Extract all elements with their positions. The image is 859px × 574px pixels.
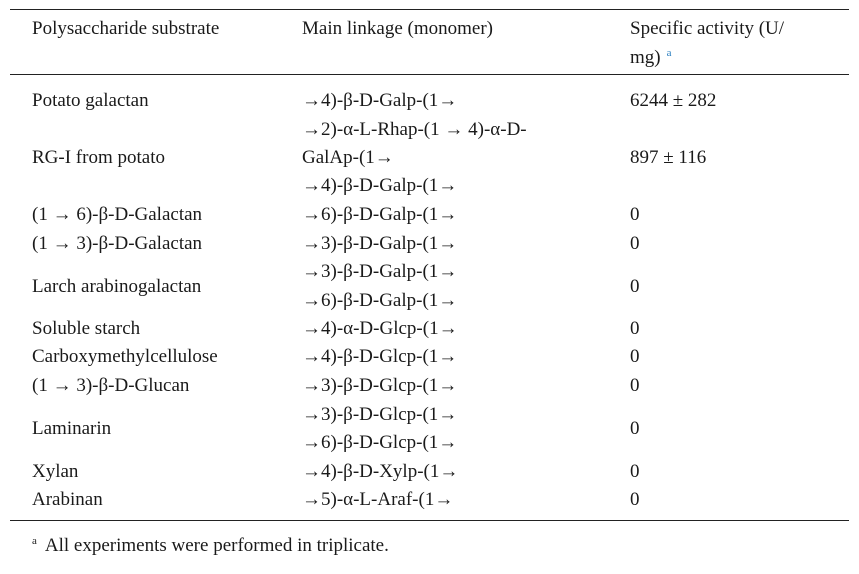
header-substrate: Polysaccharide substrate: [32, 18, 220, 39]
row-activity: 0: [630, 375, 640, 396]
row-activity: 0: [630, 418, 640, 439]
row-activity: 0: [630, 346, 640, 367]
row-linkage: →6)-β-D-Galp-(1→: [302, 290, 458, 311]
row-substrate: Xylan: [32, 461, 79, 482]
row-linkage: →4)-β-D-Glcp-(1→: [302, 346, 458, 367]
header-linkage: Main linkage (monomer): [302, 18, 494, 39]
row-activity: 0: [630, 204, 640, 225]
row-substrate: Laminarin: [32, 418, 112, 439]
header-activity-unit: mg): [630, 47, 661, 68]
row-substrate: RG-I from potato: [32, 147, 165, 168]
footnote-text: All experiments were performed in tripli…: [44, 535, 389, 556]
row-activity: 897 ± 116: [630, 147, 707, 168]
header-activity-line1: Specific activity (U/: [630, 18, 785, 39]
row-linkage: →3)-β-D-Galp-(1→: [302, 261, 458, 282]
row-activity: 0: [630, 318, 640, 339]
row-linkage: →5)-α-L-Araf-(1→: [302, 489, 454, 510]
row-substrate: (1 → 3)-β-D-Glucan: [32, 375, 190, 396]
row-substrate: Arabinan: [32, 489, 103, 510]
row-substrate: Soluble starch: [32, 318, 141, 339]
row-activity: 0: [630, 461, 640, 482]
bottom-rule: [10, 520, 849, 521]
row-substrate: (1 → 3)-β-D-Galactan: [32, 233, 203, 254]
row-linkage: →3)-β-D-Galp-(1→: [302, 233, 458, 254]
row-substrate: Carboxymethylcellulose: [32, 346, 218, 367]
row-activity: 0: [630, 276, 640, 297]
top-rule: [10, 9, 849, 10]
row-linkage: →2)-α-L-Rhap-(1 → 4)-α-D-: [302, 119, 527, 140]
table-footnote: a All experiments were performed in tripl…: [32, 532, 389, 560]
header-activity-line2: mg) a: [630, 46, 672, 70]
row-linkage: →6)-β-D-Galp-(1→: [302, 204, 458, 225]
row-linkage: →4)-β-D-Galp-(1→: [302, 175, 458, 196]
row-substrate: (1 → 6)-β-D-Galactan: [32, 204, 203, 225]
footnote-mark: a: [32, 534, 37, 547]
row-activity: 6244 ± 282: [630, 90, 717, 111]
row-linkage: →3)-β-D-Glcp-(1→: [302, 375, 458, 396]
row-linkage: GalAp-(1→: [302, 147, 394, 168]
row-linkage: →4)-α-D-Glcp-(1→: [302, 318, 458, 339]
row-linkage: →4)-β-D-Galp-(1→: [302, 90, 458, 111]
row-linkage: →6)-β-D-Glcp-(1→: [302, 432, 458, 453]
header-rule: [10, 74, 849, 75]
row-activity: 0: [630, 489, 640, 510]
footnote-a-link[interactable]: a: [666, 46, 672, 59]
row-substrate: Potato galactan: [32, 90, 149, 111]
row-substrate: Larch arabinogalactan: [32, 276, 202, 297]
row-linkage: →3)-β-D-Glcp-(1→: [302, 404, 458, 425]
row-activity: 0: [630, 233, 640, 254]
row-linkage: →4)-β-D-Xylp-(1→: [302, 461, 459, 482]
